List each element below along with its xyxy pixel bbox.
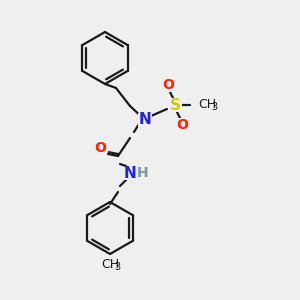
Text: N: N <box>139 112 152 128</box>
Text: CH: CH <box>198 98 216 112</box>
FancyBboxPatch shape <box>161 78 175 92</box>
Text: O: O <box>176 118 188 132</box>
FancyBboxPatch shape <box>93 141 107 155</box>
Text: CH: CH <box>101 258 119 271</box>
Text: N: N <box>124 167 136 182</box>
FancyBboxPatch shape <box>168 98 182 112</box>
Text: 3: 3 <box>114 262 120 272</box>
Text: O: O <box>162 78 174 92</box>
Text: H: H <box>137 166 149 180</box>
Text: O: O <box>94 141 106 155</box>
FancyBboxPatch shape <box>124 168 136 180</box>
Text: S: S <box>169 98 181 112</box>
Text: 3: 3 <box>211 102 217 112</box>
FancyBboxPatch shape <box>138 113 152 127</box>
FancyBboxPatch shape <box>175 118 189 132</box>
